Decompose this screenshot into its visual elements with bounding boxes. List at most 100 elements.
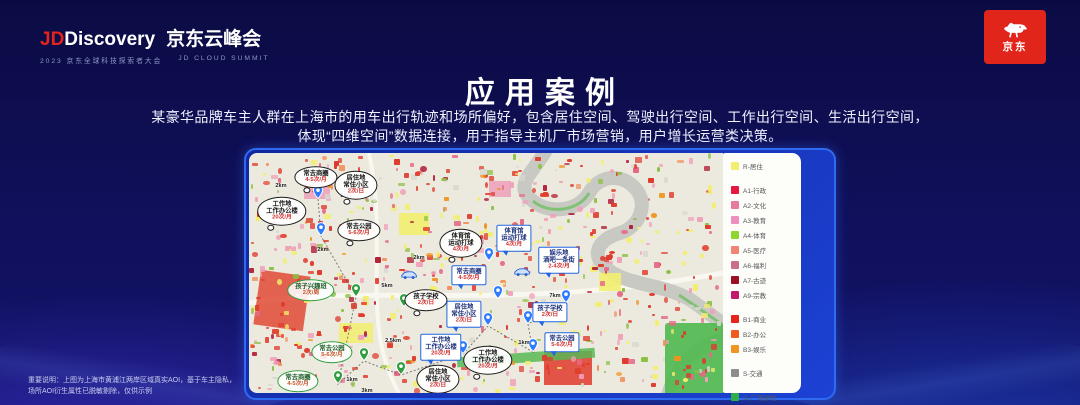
callout-title: 居住地 [454,303,474,311]
map-aoi-dot [589,231,593,237]
callout-frequency: 5-6次/月 [551,342,573,349]
map-aoi-dot [375,256,381,264]
distance-label: 1km [518,340,530,346]
map-aoi-dot [528,256,533,261]
map-aoi-dot [365,199,370,202]
map-aoi-dot [518,170,522,173]
map-aoi-dot [609,251,616,255]
map-aoi-dot [308,332,315,339]
map-aoi-dot [577,206,584,213]
jdd-logo-line2: 2023 京东全球科技探索者大会 JD CLOUD SUMMIT [40,55,269,65]
map-aoi-dot [384,223,388,231]
map-aoi-dot [443,257,451,260]
map-aoi-dot [707,191,714,195]
map-aoi-dot [409,163,414,167]
map-aoi-dot [532,181,538,185]
map-aoi-dot [599,281,605,286]
map-aoi-dot [309,236,312,241]
map-aoi-dot [639,250,642,255]
map-aoi-dot [472,285,477,292]
map-aoi-dot [622,358,630,365]
map-aoi-dot [542,354,547,361]
legend-label: A4-体育 [743,233,767,240]
map-aoi-dot [662,357,666,363]
map-aoi-dot [323,213,331,219]
life-pin-icon [332,370,344,385]
map-aoi-dot [595,301,602,308]
map-aoi-dot [501,185,505,191]
map-aoi-dot [621,229,628,234]
map-aoi-dot [473,255,478,258]
legend-item: S-交通 [731,368,801,378]
map-aoi-dot [419,243,423,248]
map-aoi-dot [276,189,280,194]
jd-logo-badge: 京东 [984,10,1046,64]
map-aoi-dot [635,157,642,164]
map-aoi-dot [386,317,392,321]
map-aoi-dot [686,229,694,232]
map-aoi-dot [514,172,520,175]
map-aoi-dot [652,183,656,188]
map-aoi-dot [444,196,449,202]
map-aoi-dot [250,242,254,245]
map-aoi-dot [351,366,359,371]
map-aoi-dot [265,337,269,344]
map-aoi-dot [576,259,583,263]
distance-label: 5km [381,283,393,289]
map-aoi-dot [454,220,461,227]
map-aoi-dot [597,179,604,184]
map-aoi-dot [517,317,520,323]
map-aoi-dot [254,196,258,203]
map-aoi-dot [600,225,607,229]
page-title: 应用案例 [465,77,625,110]
map-aoi-dot [632,218,637,221]
map-aoi-dot [689,373,694,380]
map-aoi-dot [254,305,260,311]
map-aoi-dot [535,240,541,244]
map-aoi-dot [531,285,536,288]
map-aoi-dot [384,266,388,273]
map-aoi-dot [483,379,485,383]
map-aoi-dot [484,223,488,229]
legend-label: A7-古迹 [743,278,767,285]
map-aoi-dot [436,251,440,258]
footnote: 重要说明：上图为上海市黄浦江两岸区域真实AOI，基于车主隐私， 场所AOI衍生属… [28,375,236,397]
map-aoi-dot [277,323,285,328]
map-aoi-dot [400,315,403,319]
map-aoi-dot [420,258,426,262]
map-aoi-dot [522,202,526,208]
map-aoi-dot [660,251,668,255]
map-aoi-dot [253,340,257,343]
map-aoi-dot [475,216,480,222]
map-aoi-dot [278,330,282,336]
map-aoi-dot [516,165,519,168]
map-aoi-dot [298,243,301,249]
map-aoi-dot [380,365,388,369]
map-aoi-dot [467,214,472,220]
map-aoi-dot [695,306,701,311]
map-aoi-dot [535,376,541,383]
map-aoi-dot [542,185,547,191]
map-aoi-dot [509,361,516,366]
legend-swatch [731,216,739,224]
map-aoi-dot [404,247,411,253]
legend-label: A1-行政 [743,188,767,195]
location-pin-icon [560,289,572,304]
legend-item: B1-商业 [731,314,801,324]
map-aoi-dot [576,183,582,189]
legend-swatch [731,291,739,299]
map-aoi-dot [592,228,596,235]
map-aoi-dot [396,308,400,312]
map-aoi-dot [535,339,541,342]
map-aoi-dot [439,268,443,274]
callout-title: 运动打球 [501,234,527,242]
map-aoi-dot [359,278,364,283]
map-aoi-dot [401,331,405,334]
location-pin-icon [312,185,324,200]
map-aoi-dot [337,273,341,277]
map-aoi-dot [565,278,568,283]
map-aoi-dot [614,346,619,350]
map-aoi-dot [251,345,255,349]
map-aoi-dot [278,168,282,174]
map-aoi-dot [628,319,633,323]
